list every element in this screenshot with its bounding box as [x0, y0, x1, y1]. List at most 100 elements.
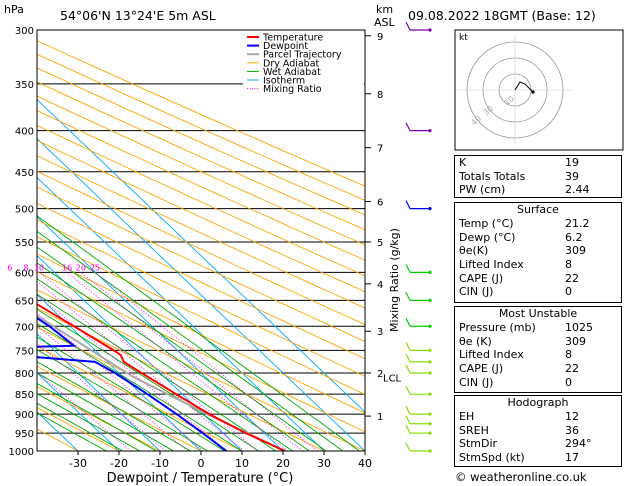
legend-label: Dry Adiabat — [263, 58, 320, 69]
wind-barb-dot — [428, 348, 432, 353]
x-tick-label: -20 — [110, 457, 128, 470]
indices-name: Totals Totals — [459, 169, 526, 183]
lcl-label: LCL — [383, 373, 402, 384]
surface-name: CAPE (J) — [459, 271, 504, 285]
most_unstable-row: θe (K) 309 — [455, 335, 621, 349]
pressure-tick-label: 500 — [15, 205, 34, 216]
km-tick-label: 2 — [377, 369, 383, 380]
mixing-ratio-line — [80, 272, 303, 451]
km-tick-label: 3 — [377, 327, 383, 338]
isotherm-line — [37, 372, 120, 451]
isotherm-line — [37, 177, 325, 451]
indices-value: 19 — [565, 156, 579, 170]
surface-value: 0 — [565, 285, 572, 299]
wet-adiabat-line — [37, 412, 108, 451]
surface-value: 309 — [565, 244, 586, 258]
wind-barb-dot — [428, 28, 432, 32]
wind-barb-dot — [428, 412, 432, 416]
dry-adiabat-line — [37, 186, 365, 343]
hodograph-trace — [514, 81, 534, 93]
mixing-ratio-line — [66, 272, 288, 451]
wet-adiabat-line — [37, 382, 158, 451]
mixing-ratio-label: 25 — [90, 263, 100, 272]
most_unstable-value: 0 — [565, 375, 572, 389]
wet-adiabat-line — [37, 393, 141, 451]
dry-adiabat-line — [37, 95, 365, 246]
pressure-tick-label: 350 — [15, 80, 34, 91]
pressure-tick-label: 450 — [15, 168, 34, 179]
pressure-tick-label: 550 — [15, 238, 34, 249]
dry-adiabat-line — [37, 40, 365, 187]
wind-barb-flag — [405, 264, 411, 273]
isotherm-line — [37, 137, 365, 451]
wind-barb-dot — [428, 324, 432, 328]
most_unstable-value: 22 — [565, 362, 579, 376]
wet-adiabat-line — [37, 293, 277, 451]
hodograph_table-name: StmDir — [459, 437, 498, 451]
mixing-ratio-line — [37, 280, 245, 451]
height-km-ticks: 9 8 7 6 5 4 3 2 1 LCL — [365, 32, 402, 423]
most_unstable-row: CAPE (J) 22 — [455, 362, 621, 376]
legend-background — [243, 31, 364, 89]
dry-adiabat-line — [37, 345, 244, 451]
x-tick-label: 0 — [198, 457, 205, 470]
wet-adiabat-line — [37, 372, 175, 451]
dry-adiabat-line — [37, 365, 202, 451]
surface-row: Dewp (°C) 6.2 — [455, 231, 621, 245]
isotherm-line — [37, 333, 161, 451]
mixing-ratio-labels: 12346810162025 — [7, 263, 100, 272]
surface-value: 6.2 — [565, 230, 583, 244]
pressure-tick-label: 400 — [15, 127, 34, 138]
wind-barb-dot — [428, 207, 432, 211]
wind-barb-flag — [405, 385, 411, 395]
most_unstable-row: Lifted Index 8 — [455, 348, 621, 362]
x-tick-label: 20 — [276, 457, 290, 470]
hodograph_table-row: EH 12 — [455, 410, 621, 424]
dry-adiabat-line — [37, 253, 365, 414]
km-tick-label: 9 — [377, 32, 383, 43]
surface-value: 22 — [565, 271, 579, 285]
hodograph_table-row: StmDir 294° — [455, 437, 621, 451]
most_unstable-value: 309 — [565, 334, 586, 348]
asl-label: ASL — [374, 16, 395, 29]
surface-box: Surface Temp (°C) 21.2 Dewp (°C) 6.2 θe(K) 30… — [454, 202, 622, 303]
temperature-tick-labels: -30 -20 -10 0 10 20 30 40 — [69, 451, 372, 470]
pressure-tick-label: 600 — [15, 268, 34, 279]
pressure-tick-label: 700 — [15, 322, 34, 333]
mixing-ratio-label: 6 — [7, 263, 12, 272]
most_unstable-name: θe (K) — [459, 334, 492, 348]
wind-barb-flag — [405, 292, 411, 301]
legend-label: Temperature — [262, 33, 323, 44]
most-unstable-box: Most Unstable Pressure (mb) 1025 θe (K) 309… — [454, 306, 622, 393]
pressure-tick-label: 1000 — [9, 447, 34, 458]
surface-name: θe(K) — [459, 244, 489, 258]
mixing-ratio-line — [37, 294, 228, 451]
mixing-ratio-line — [38, 272, 259, 451]
dry-adiabat-line — [37, 81, 365, 231]
wind-barb-dot — [428, 128, 432, 133]
pressure-tick-labels: 300 350 400 450 500 550 600 650 700 750 800 850 900 9… — [9, 26, 34, 458]
surface-name: Dewp (°C) — [459, 230, 516, 244]
wind-barb-flag — [405, 415, 411, 425]
hodograph_table-name: StmSpd (kt) — [459, 451, 525, 465]
dry-adiabat-line — [37, 139, 365, 293]
surface-name: CIN (J) — [459, 285, 494, 299]
wet-adiabat-line — [37, 262, 311, 451]
wet-adiabat-line — [37, 215, 361, 451]
wind-barb-flag — [405, 353, 411, 363]
mixing-ratio-label: 8 — [24, 263, 29, 272]
km-tick-label: 1 — [377, 412, 383, 423]
indices-row: Totals Totals 39 — [455, 170, 621, 184]
most_unstable-value: 1025 — [565, 321, 593, 335]
y-axis-label-right: Mixing Ratio (g/kg) — [388, 228, 401, 332]
legend-label: Dewpoint — [263, 41, 308, 52]
surface-name: Temp (°C) — [459, 217, 514, 231]
indices-row: K 19 — [455, 156, 621, 170]
most_unstable-row: CIN (J) 0 — [455, 375, 621, 389]
hpa-label: hPa — [4, 3, 24, 16]
surface-value: 8 — [565, 258, 572, 272]
location-title: 54°06'N 13°24'E 5m ASL — [60, 8, 216, 23]
most-unstable-title: Most Unstable — [498, 307, 578, 320]
